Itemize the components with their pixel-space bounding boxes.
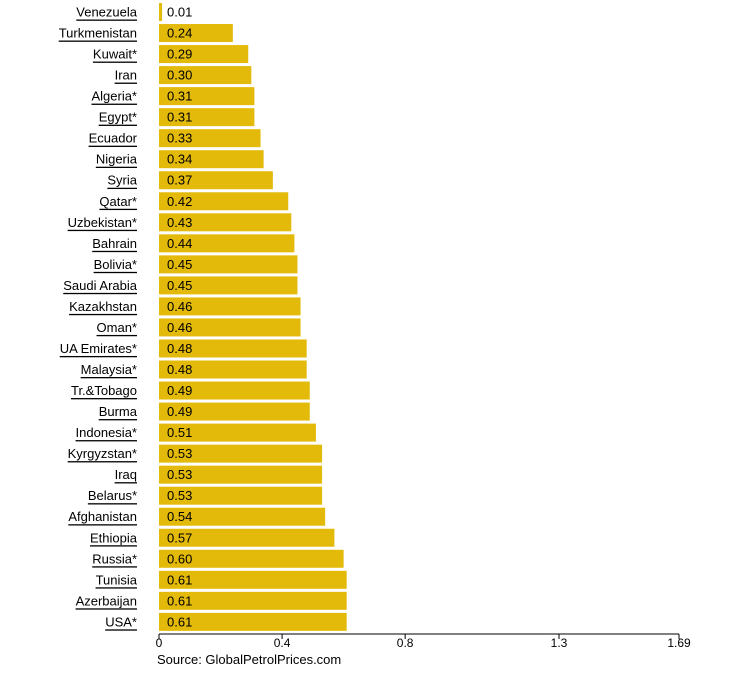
bar: [159, 213, 292, 232]
bar: [159, 381, 310, 400]
bar: [159, 444, 323, 463]
data-label: 0.31: [167, 89, 192, 104]
data-label: 0.45: [167, 278, 192, 293]
data-label: 0.42: [167, 194, 192, 209]
data-label: 0.44: [167, 236, 192, 251]
data-label: 0.53: [167, 488, 192, 503]
category-label: Egypt*: [99, 110, 137, 125]
data-label: 0.49: [167, 383, 192, 398]
chart-source: Source: GlobalPetrolPrices.com: [157, 652, 342, 667]
x-tick-label: 1.69: [667, 636, 691, 650]
category-label: Venezuela: [76, 5, 137, 20]
bar: [159, 570, 347, 589]
bar: [159, 465, 323, 484]
x-tick-label: 0: [156, 636, 163, 650]
data-label: 0.51: [167, 425, 192, 440]
data-label: 0.53: [167, 446, 192, 461]
bar: [159, 549, 344, 568]
data-label: 0.29: [167, 47, 192, 62]
category-label: Malaysia*: [81, 362, 137, 377]
category-label: Ethiopia: [90, 530, 138, 545]
bar: [159, 360, 307, 379]
category-label: Nigeria: [96, 152, 138, 167]
bar: [159, 423, 316, 442]
data-label: 0.43: [167, 215, 192, 230]
category-label: Burma: [99, 404, 138, 419]
category-label: Oman*: [97, 320, 137, 335]
x-tick-label: 0.4: [274, 636, 291, 650]
data-label: 0.34: [167, 152, 192, 167]
data-label: 0.48: [167, 341, 192, 356]
bar: [159, 150, 264, 169]
data-label: 0.24: [167, 26, 192, 41]
category-label: Ecuador: [89, 131, 138, 146]
category-label: Tunisia: [96, 572, 138, 587]
category-label: Kazakhstan: [69, 299, 137, 314]
category-label: Bahrain: [92, 236, 137, 251]
bar: [159, 87, 255, 106]
data-label: 0.49: [167, 404, 192, 419]
category-label: Kyrgyzstan*: [68, 446, 137, 461]
category-label: Iran: [115, 68, 137, 83]
data-label: 0.30: [167, 68, 192, 83]
category-label: Iraq: [115, 467, 137, 482]
bar: [159, 171, 273, 190]
data-label: 0.46: [167, 320, 192, 335]
bar: [159, 402, 310, 421]
data-label: 0.53: [167, 467, 192, 482]
category-label: Syria: [107, 173, 137, 188]
data-label: 0.61: [167, 572, 192, 587]
bar: [159, 528, 335, 547]
data-label: 0.33: [167, 131, 192, 146]
bar: [159, 234, 295, 253]
data-label: 0.31: [167, 110, 192, 125]
data-label: 0.48: [167, 362, 192, 377]
bar: [159, 276, 298, 295]
category-label: Uzbekistan*: [68, 215, 137, 230]
data-label: 0.45: [167, 257, 192, 272]
category-label: Russia*: [92, 551, 137, 566]
bar: [159, 318, 301, 337]
category-label: Turkmenistan: [59, 26, 137, 41]
category-label: Indonesia*: [76, 425, 137, 440]
category-label: Tr.&Tobago: [71, 383, 137, 398]
bar: [159, 3, 163, 21]
data-label: 0.37: [167, 173, 192, 188]
bar: [159, 591, 347, 610]
category-label: USA*: [105, 614, 137, 629]
bar: [159, 507, 326, 526]
bar: [159, 612, 347, 631]
category-label: Kuwait*: [93, 47, 137, 62]
data-label: 0.54: [167, 509, 192, 524]
category-label: Azerbaijan: [76, 593, 137, 608]
bar: [159, 129, 261, 148]
data-label: 0.60: [167, 551, 192, 566]
bar: [159, 66, 252, 85]
data-label: 0.61: [167, 593, 192, 608]
bar: [159, 45, 249, 64]
bar: [159, 297, 301, 316]
category-label: Afghanistan: [68, 509, 137, 524]
data-label: 0.46: [167, 299, 192, 314]
bar: [159, 24, 233, 43]
data-label: 0.61: [167, 614, 192, 629]
bar: [159, 108, 255, 127]
x-tick-label: 1.3: [551, 636, 568, 650]
bar: [159, 255, 298, 274]
category-label: Saudi Arabia: [63, 278, 137, 293]
bar: [159, 192, 289, 211]
x-tick-label: 0.8: [397, 636, 414, 650]
data-label: 0.01: [167, 5, 192, 20]
category-label: Bolivia*: [94, 257, 137, 272]
category-label: Belarus*: [88, 488, 137, 503]
bar: [159, 486, 323, 505]
data-label: 0.57: [167, 530, 192, 545]
category-label: Qatar*: [99, 194, 137, 209]
category-label: UA Emirates*: [60, 341, 137, 356]
category-label: Algeria*: [91, 89, 137, 104]
bar: [159, 339, 307, 358]
